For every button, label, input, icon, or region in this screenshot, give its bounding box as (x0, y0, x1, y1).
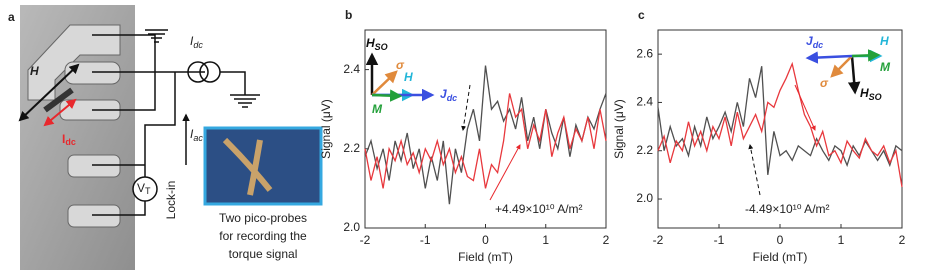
pointer-arrow (794, 84, 816, 131)
vector-arrow (830, 55, 853, 78)
y-tick-label: 2.0 (343, 220, 360, 234)
vector-label: Jdc (440, 87, 457, 103)
x-tick-label: 0 (777, 233, 784, 247)
x-axis-label: Field (mT) (458, 250, 513, 264)
caption-line: Two pico-probes (219, 211, 307, 225)
pad (67, 154, 121, 178)
x-tick-label: 0 (482, 233, 489, 247)
annotation: -4.49×10¹⁰ A/m² (745, 202, 830, 216)
data-line (364, 93, 607, 189)
idc-source-label: Idc (190, 34, 203, 50)
vector-label: Jdc (806, 34, 823, 50)
x-tick-label: -2 (653, 233, 664, 247)
x-tick-label: -1 (714, 233, 725, 247)
vector-arrow (851, 49, 881, 62)
vector-label: HSO (860, 86, 882, 102)
x-axis-label: Field (mT) (753, 250, 808, 264)
y-axis-label: Signal (μV) (319, 99, 333, 159)
y-axis-label: Signal (μV) (612, 99, 626, 159)
vector-label-sub: dc (447, 93, 458, 103)
x-tick-label: 1 (838, 233, 845, 247)
vector-label: σ (396, 58, 405, 72)
h-arrow (18, 63, 80, 122)
x-tick-label: -2 (360, 233, 371, 247)
vector-arrow (847, 55, 861, 95)
vector-label: H (404, 70, 413, 84)
vector-label-main: J (440, 87, 447, 101)
vt-label: VT (137, 181, 151, 196)
y-tick-label: 2.2 (636, 143, 653, 157)
vector-label: σ (820, 76, 829, 90)
y-tick-label: 2.4 (636, 95, 653, 109)
pointer-arrow (748, 144, 761, 196)
x-tick-label: 2 (603, 233, 610, 247)
probe (222, 137, 273, 196)
vector-label: HSO (366, 36, 388, 52)
panel-label: b (345, 8, 352, 22)
vector-label: M (372, 102, 383, 116)
circuit (92, 29, 260, 216)
pointer-arrow (461, 84, 471, 131)
pointer-arrow (489, 144, 521, 201)
caption-line: for recording the (219, 229, 307, 243)
annotation: +4.49×10¹⁰ A/m² (495, 202, 583, 216)
chart: -2 -1 0 1 2 2.0 2.2 2.4 2.6 Field (mT) Signal (μV)… (612, 8, 905, 264)
idc-arrow (43, 98, 77, 127)
h-label: H (30, 64, 39, 78)
vector-label-main: H (860, 86, 869, 100)
vector-arrow (805, 51, 853, 64)
vector-label-main: H (366, 36, 375, 50)
y-tick-label: 2.0 (636, 191, 653, 205)
data-line (364, 65, 607, 205)
y-tick-label: 2.6 (636, 46, 653, 60)
x-tick-label: 1 (542, 233, 549, 247)
vector-label-sub: dc (813, 40, 824, 50)
data-line (657, 66, 903, 175)
pad (67, 204, 121, 228)
data-line (657, 61, 903, 188)
vector-label: M (880, 60, 891, 74)
idc-label: Idc (62, 132, 76, 147)
vector-label-sub: SO (869, 92, 882, 102)
panel-label: c (638, 8, 645, 22)
probe-photo (203, 126, 323, 206)
iac-label: Iac (190, 127, 203, 143)
vector-label-main: J (806, 34, 813, 48)
y-tick-label: 2.4 (343, 62, 360, 76)
x-tick-label: -1 (420, 233, 431, 247)
y-tick-label: 2.2 (343, 141, 360, 155)
panel-label: a (8, 10, 15, 24)
vector-label: H (880, 34, 889, 48)
caption-line: torque signal (229, 247, 298, 261)
vector-arrow (371, 70, 398, 96)
x-tick-label: 2 (899, 233, 906, 247)
vector-label-sub: SO (375, 42, 388, 52)
pad (64, 61, 121, 85)
vector-arrow (371, 89, 403, 102)
panel-a: a H Idc Idc Iac Lock-in VT Two pico-prob… (8, 5, 323, 270)
lock-in-label: Lock-in (164, 181, 178, 220)
